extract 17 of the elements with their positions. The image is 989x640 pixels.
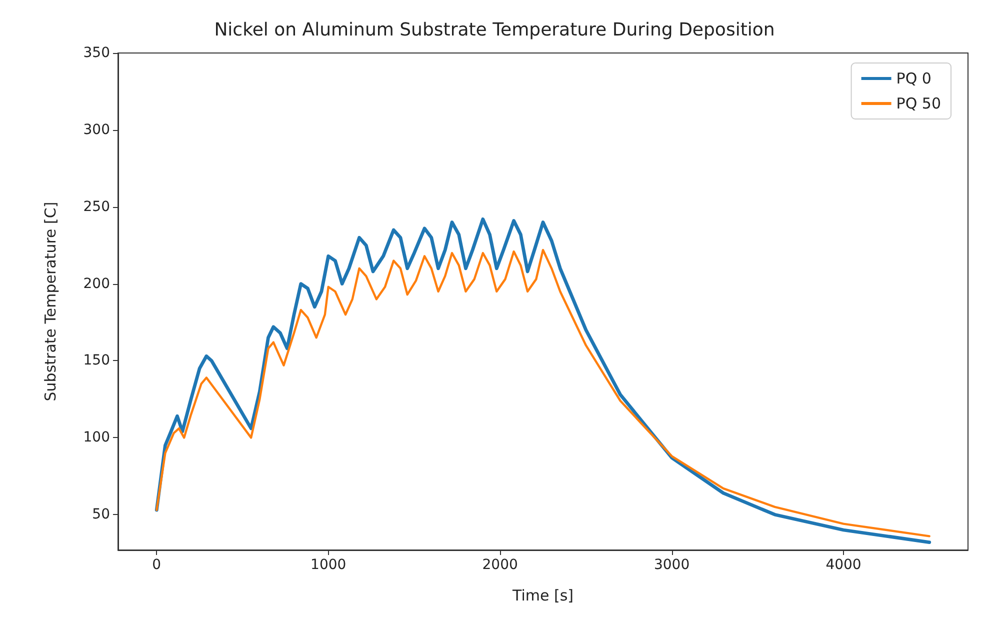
x-tick-label: 0 bbox=[152, 557, 162, 573]
x-tick-label: 4000 bbox=[826, 557, 862, 573]
y-tick-label: 250 bbox=[83, 198, 110, 215]
x-axis-title: Time [s] bbox=[512, 586, 574, 604]
y-tick-label: 300 bbox=[83, 122, 110, 138]
legend-label: PQ 50 bbox=[896, 94, 942, 112]
y-tick-label: 150 bbox=[83, 352, 110, 369]
y-axis-title: Substrate Temperature [C] bbox=[42, 202, 60, 402]
x-tick-label: 1000 bbox=[310, 557, 346, 573]
y-tick-label: 100 bbox=[83, 430, 110, 446]
y-tick-label: 200 bbox=[83, 276, 110, 292]
x-tick-label: 3000 bbox=[654, 557, 690, 573]
y-tick-label: 50 bbox=[92, 506, 110, 523]
legend-label: PQ 0 bbox=[896, 70, 932, 88]
chart-title: Nickel on Aluminum Substrate Temperature During Deposition bbox=[214, 20, 775, 40]
y-tick-label: 350 bbox=[83, 45, 110, 61]
x-tick-label: 2000 bbox=[482, 557, 518, 573]
